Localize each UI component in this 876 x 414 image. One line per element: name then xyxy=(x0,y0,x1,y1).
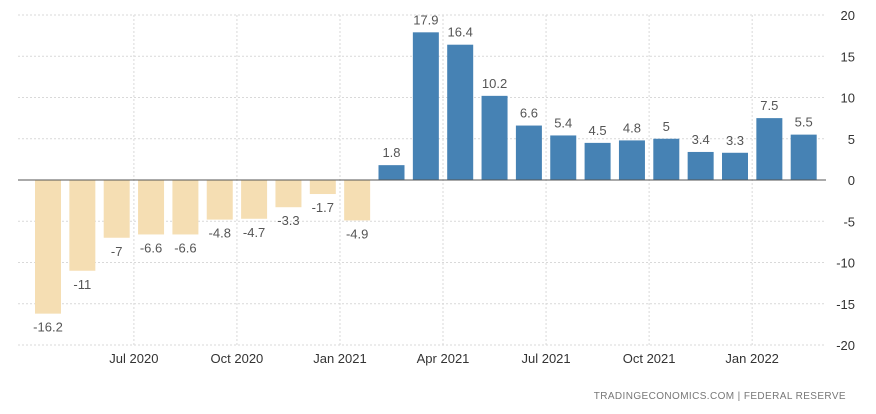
bar xyxy=(138,180,165,235)
bar xyxy=(412,32,439,181)
y-tick-label: -5 xyxy=(843,214,855,229)
bar xyxy=(241,180,268,219)
bar xyxy=(584,142,611,180)
data-label: -4.7 xyxy=(243,225,265,240)
bar xyxy=(790,134,817,180)
bar xyxy=(309,180,336,195)
data-label: 5.4 xyxy=(554,115,572,130)
data-label: 6.6 xyxy=(520,106,538,121)
bar xyxy=(447,44,474,181)
y-tick-label: -10 xyxy=(836,256,855,271)
bar xyxy=(69,180,96,271)
x-tick-label: Jul 2021 xyxy=(521,351,570,366)
data-label: -4.8 xyxy=(209,226,231,241)
x-tick-label: Jul 2020 xyxy=(109,351,158,366)
data-label: -6.6 xyxy=(174,240,196,255)
data-label: 5 xyxy=(663,119,670,134)
y-tick-label: 20 xyxy=(841,8,855,23)
data-label: 17.9 xyxy=(413,12,438,27)
x-tick-label: Oct 2021 xyxy=(623,351,676,366)
bar xyxy=(275,180,302,208)
bar xyxy=(653,138,680,180)
y-tick-label: 15 xyxy=(841,49,855,64)
data-label: 3.4 xyxy=(692,132,710,147)
x-tick-label: Jan 2022 xyxy=(725,351,779,366)
data-label: -16.2 xyxy=(33,320,63,335)
data-label: 1.8 xyxy=(382,145,400,160)
data-label: -7 xyxy=(111,244,123,259)
data-label: 3.3 xyxy=(726,133,744,148)
y-tick-label: 0 xyxy=(848,173,855,188)
x-tick-label: Jan 2021 xyxy=(313,351,367,366)
bar xyxy=(515,125,542,180)
bar xyxy=(172,180,199,235)
y-tick-label: 10 xyxy=(841,91,855,106)
data-label: -6.6 xyxy=(140,240,162,255)
data-label: -4.9 xyxy=(346,226,368,241)
data-label: 10.2 xyxy=(482,76,507,91)
bar xyxy=(103,180,130,238)
data-label: -11 xyxy=(73,277,91,292)
bar xyxy=(550,135,577,180)
bar xyxy=(687,151,714,180)
bar xyxy=(618,140,645,180)
y-tick-label: 5 xyxy=(848,132,855,147)
source-credit: TRADINGECONOMICS.COM | FEDERAL RESERVE xyxy=(593,391,846,402)
bar xyxy=(344,180,371,221)
bar xyxy=(756,118,783,180)
x-tick-label: Oct 2020 xyxy=(211,351,264,366)
data-label: 7.5 xyxy=(760,98,778,113)
bar xyxy=(35,180,61,314)
bar xyxy=(378,165,405,180)
data-label: 4.8 xyxy=(623,120,641,135)
bar xyxy=(722,152,748,180)
bar xyxy=(481,95,508,180)
bar xyxy=(206,180,233,220)
data-label: -1.7 xyxy=(312,200,334,215)
data-label: 4.5 xyxy=(589,123,607,138)
x-tick-label: Apr 2021 xyxy=(417,351,470,366)
y-tick-label: -20 xyxy=(836,338,855,353)
y-tick-label: -15 xyxy=(836,297,855,312)
data-label: 16.4 xyxy=(448,25,473,40)
data-label: -3.3 xyxy=(277,213,299,228)
data-label: 5.5 xyxy=(795,115,813,130)
